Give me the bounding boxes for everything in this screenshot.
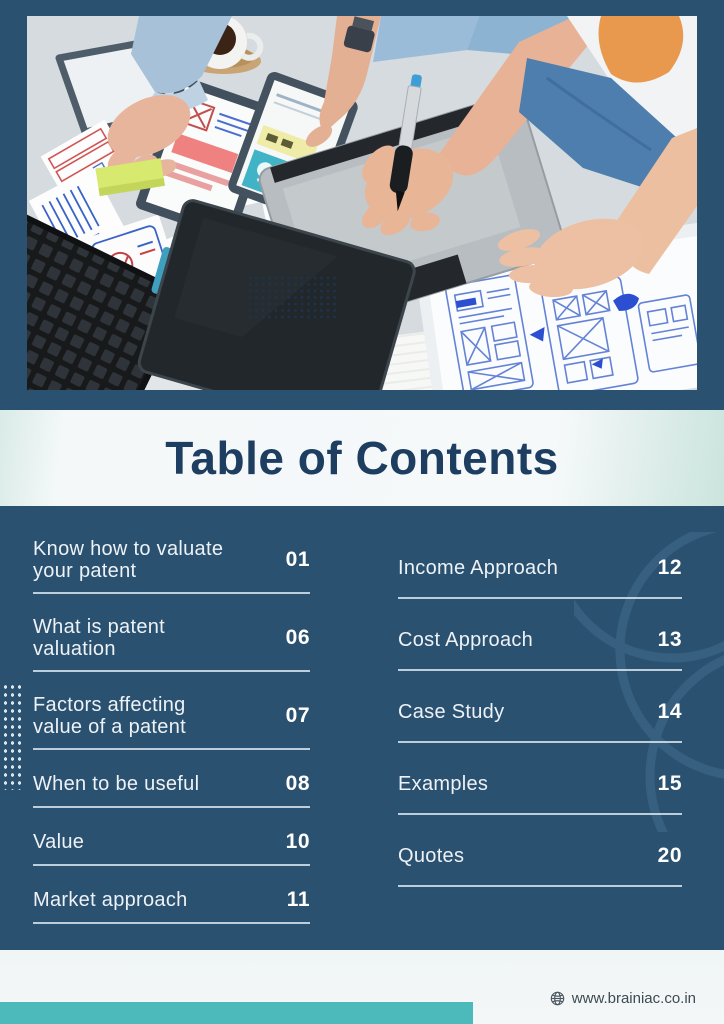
page-title: Table of Contents [165, 432, 559, 484]
footer: www.brainiac.co.in [0, 950, 724, 1024]
toc-entry-page-number: 07 [285, 704, 310, 727]
toc-entry-page-number: 01 [285, 548, 310, 571]
toc-entry[interactable]: Cost Approach 13 [398, 628, 682, 671]
toc-entry-page-number: 10 [285, 830, 310, 853]
toc-entry-label: Know how to valuate your patent [33, 538, 224, 582]
toc-entry-label: Value [33, 831, 85, 853]
toc-entry-page-number: 06 [285, 626, 310, 649]
toc-entry-page-number: 15 [657, 772, 682, 795]
toc-entry-page-number: 20 [657, 844, 682, 867]
toc-entry[interactable]: Income Approach 12 [398, 556, 682, 599]
toc-entry-label: Cost Approach [398, 629, 534, 651]
toc-entry[interactable]: What is patent valuation 06 [33, 616, 310, 672]
toc-entry-label: Examples [398, 773, 489, 795]
toc-entry[interactable]: Market approach 11 [33, 888, 310, 924]
hero-photo [27, 16, 697, 390]
website-url: www.brainiac.co.in [571, 990, 696, 1007]
toc-entry-label: Case Study [398, 701, 505, 723]
toc-right-column: Income Approach 12 Cost Approach 13 Case Stu… [398, 556, 682, 916]
toc-entry-label: Income Approach [398, 557, 559, 579]
toc-entry-page-number: 08 [285, 772, 310, 795]
toc-entry-page-number: 13 [657, 628, 682, 651]
toc-entry[interactable]: Know how to valuate your patent 01 [33, 538, 310, 594]
website-link[interactable]: www.brainiac.co.in [550, 990, 696, 1007]
workspace-photo-illustration [27, 16, 697, 390]
toc-entry[interactable]: Examples 15 [398, 772, 682, 815]
toc-entry-page-number: 12 [657, 556, 682, 579]
toc-entry-label: Market approach [33, 889, 188, 911]
toc-entry-page-number: 11 [286, 888, 310, 911]
title-band: Table of Contents [0, 410, 724, 506]
toc-entry-label: Factors affecting value of a patent [33, 694, 186, 738]
toc-entry-label: What is patent valuation [33, 616, 166, 660]
toc-entry[interactable]: Case Study 14 [398, 700, 682, 743]
globe-icon [550, 991, 565, 1006]
toc-entry[interactable]: Factors affecting value of a patent 07 [33, 694, 310, 750]
dots-decoration [1, 682, 22, 790]
toc-left-column: Know how to valuate your patent 01 What is… [33, 538, 310, 946]
toc-entry-label: Quotes [398, 845, 465, 867]
toc-entry-label: When to be useful [33, 773, 200, 795]
teal-accent-bar [0, 1002, 473, 1024]
toc-entry[interactable]: Quotes 20 [398, 844, 682, 887]
toc-entry[interactable]: Value 10 [33, 830, 310, 866]
toc-entry[interactable]: When to be useful 08 [33, 772, 310, 808]
toc-entry-page-number: 14 [657, 700, 682, 723]
